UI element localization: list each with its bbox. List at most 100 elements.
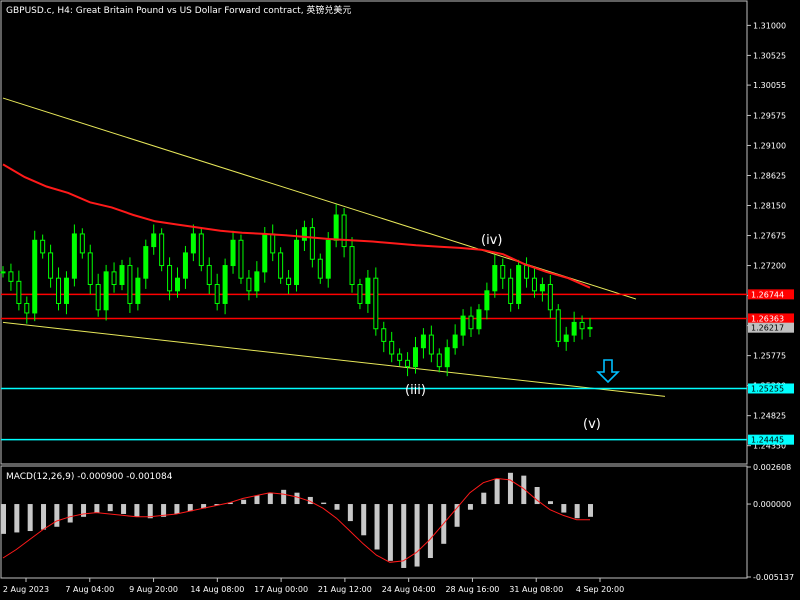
wave-label-iii: (iii) [405, 383, 426, 398]
candle-body [500, 265, 506, 279]
macd-histogram-bar [54, 504, 60, 527]
time-tick-label: 31 Aug 08:00 [509, 585, 563, 594]
price-tick-label: 1.29100 [753, 141, 786, 150]
macd-histogram-bar [454, 504, 460, 527]
level-tag-label: 1.26363 [751, 314, 784, 323]
macd-histogram-bar [574, 504, 580, 519]
macd-histogram-bar [227, 502, 233, 505]
candle-body [547, 284, 553, 311]
time-tick-label: 7 Aug 04:00 [65, 585, 114, 594]
candle-body [452, 334, 458, 349]
candle-body [143, 246, 149, 279]
level-tag-label: 1.26744 [751, 290, 784, 299]
macd-histogram-bar [494, 478, 500, 505]
candle-body [325, 239, 331, 279]
candle-body [71, 233, 77, 279]
macd-indicator: 0.002608 0.000000 -0.005137 [1, 463, 794, 582]
candle-body [87, 252, 93, 286]
time-tick-label: 2 Aug 2023 [3, 585, 49, 594]
macd-signal-line [2, 477, 590, 563]
price-tick-label: 1.28625 [753, 171, 786, 180]
candle-body [230, 239, 236, 267]
candle-body [159, 233, 165, 267]
macd-histogram-bar [187, 504, 193, 512]
macd-histogram-bar [161, 504, 167, 517]
macd-histogram-bar [521, 475, 527, 505]
level-tag [748, 322, 794, 333]
macd-histogram-bar [427, 504, 433, 559]
macd-histogram-bar [414, 504, 420, 567]
macd-histogram-bar [147, 504, 153, 519]
macd-pane[interactable] [0, 465, 748, 579]
price-tick-label: 1.24350 [753, 442, 786, 451]
macd-histogram-bar [387, 504, 393, 561]
candle-body [175, 277, 181, 292]
level-tag [748, 313, 794, 324]
macd-histogram-bar [481, 492, 487, 505]
candle-body [531, 277, 537, 292]
macd-tick-label: -0.005137 [753, 573, 794, 582]
candle-body [468, 315, 474, 330]
candle-body [357, 284, 363, 304]
candle-body [40, 239, 46, 254]
candle-body [135, 277, 141, 304]
macd-histogram-bar [27, 504, 33, 532]
main-pane[interactable] [0, 0, 748, 465]
macd-tick-label: 0.002608 [753, 463, 791, 472]
candle-body [182, 252, 188, 279]
candle-body [95, 284, 101, 311]
candle-body [381, 328, 387, 342]
candle-body [587, 326, 593, 330]
macd-histogram-bar [307, 496, 313, 505]
macd-histogram-bar [107, 504, 113, 512]
candle-body [206, 265, 212, 286]
time-tick-label: 21 Aug 12:00 [318, 585, 372, 594]
time-axis: 2 Aug 2023 7 Aug 04:00 9 Aug 20:00 14 Aug 0… [3, 578, 624, 594]
candle-body [365, 277, 371, 304]
macd-histogram-bar [134, 504, 140, 517]
candle-body [270, 233, 276, 254]
time-tick-label: 4 Sep 20:00 [576, 585, 624, 594]
candle-body [262, 233, 268, 273]
time-tick-label: 17 Aug 00:00 [254, 585, 308, 594]
candle-body [190, 233, 196, 254]
price-tick-label: 1.29575 [753, 111, 786, 120]
macd-histogram-bar [401, 504, 407, 568]
candle-body [63, 277, 69, 304]
time-tick-label: 24 Aug 04:00 [382, 585, 436, 594]
candle-body [301, 227, 307, 241]
candle-body [254, 271, 260, 292]
macd-label: MACD(12,26,9) -0.000900 -0.001084 [6, 472, 173, 482]
candle-body [286, 277, 292, 286]
macd-histogram-bar [374, 504, 380, 550]
price-tick-label: 1.28150 [753, 202, 786, 211]
candle-body [214, 284, 220, 304]
candle-body [436, 353, 442, 368]
candle-body [24, 302, 30, 314]
macd-histogram-bar [588, 504, 593, 517]
trendline [2, 321, 666, 397]
candle-body [79, 233, 85, 254]
macd-histogram-bar [361, 504, 367, 536]
candle-body [8, 271, 14, 282]
wave-label-v: (v) [583, 417, 601, 432]
macd-histogram-bar [67, 504, 73, 523]
time-tick-label: 28 Aug 16:00 [445, 585, 499, 594]
candle-body [460, 315, 466, 336]
candle-body [444, 347, 450, 368]
level-tag-label: 1.24445 [751, 436, 784, 445]
down-arrow-icon [596, 359, 620, 384]
candle-body [571, 321, 577, 336]
wave-label-iv: (iv) [481, 233, 502, 248]
macd-histogram-bar [534, 486, 540, 505]
candle-body [508, 277, 514, 304]
candle-body [127, 265, 133, 304]
candle-body [389, 340, 395, 355]
candle-body [294, 239, 299, 286]
candle-body [111, 271, 117, 286]
candle-body [341, 214, 347, 248]
candle-body [555, 309, 561, 342]
candle-body [420, 334, 426, 349]
